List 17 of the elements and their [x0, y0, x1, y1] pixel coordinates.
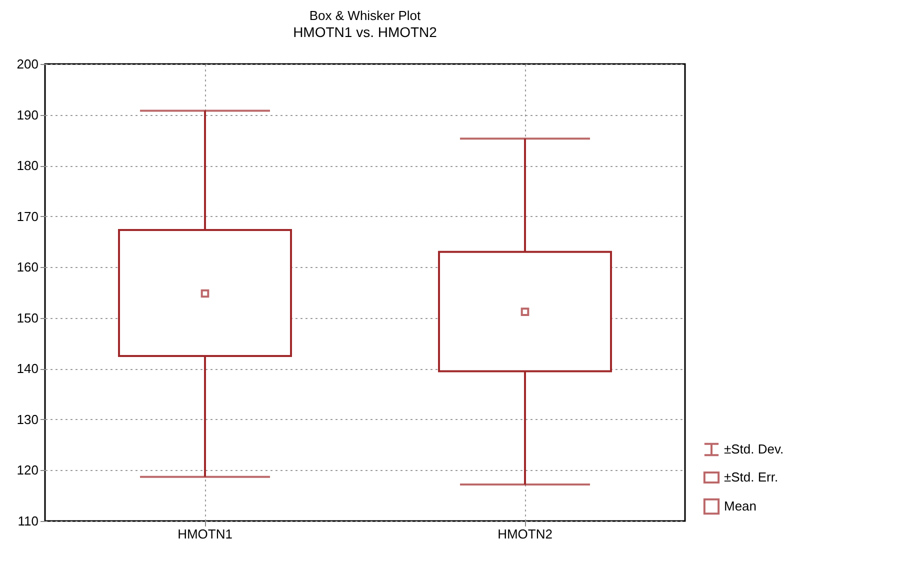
y-tick-label: 140 — [16, 361, 38, 376]
y-tick-label: 110 — [18, 514, 38, 528]
y-tick-label: 130 — [16, 412, 38, 427]
y-tick-label: 190 — [16, 107, 38, 122]
chart-title: Box & Whisker Plot — [309, 8, 422, 23]
x-tick-label: HMOTN1 — [178, 526, 232, 542]
y-tick-label: 200 — [16, 56, 38, 72]
x-tick-label: HMOTN2 — [498, 526, 552, 542]
y-tick-label: 170 — [16, 208, 38, 224]
y-tick-label: 120 — [16, 462, 38, 478]
text: Mean — [724, 498, 757, 514]
y-tick-label: 160 — [16, 260, 38, 275]
y-tick-label: 180 — [16, 158, 38, 174]
text: ±Std. Err. — [724, 470, 778, 484]
y-tick-label: 150 — [16, 310, 38, 326]
chart-subtitle: HMOTN1 vs. HMOTN2 — [293, 24, 438, 40]
text: ±Std. Dev. — [724, 442, 784, 456]
